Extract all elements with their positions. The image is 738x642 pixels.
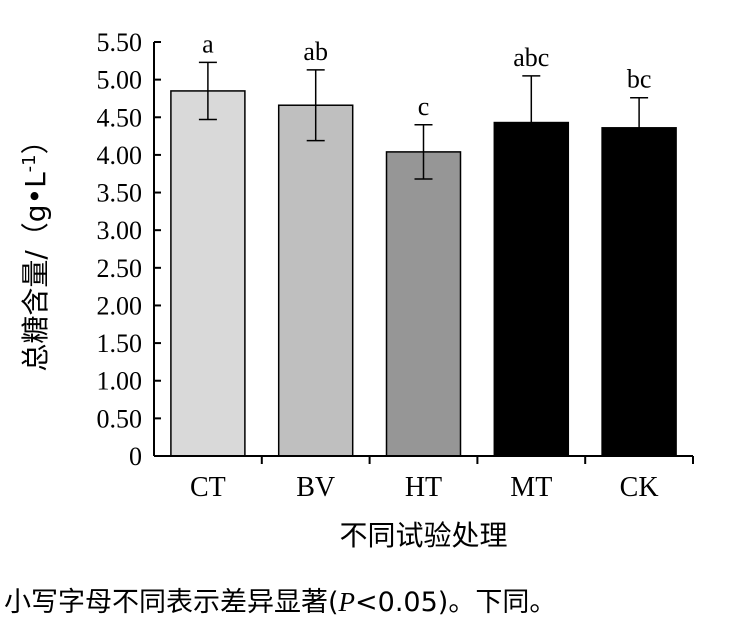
x-axis-categories: CT BV HT MT CK — [190, 456, 694, 503]
error-bars — [198, 61, 649, 180]
y-tick-label: 5.50 — [97, 28, 143, 57]
y-tick-label: 1.00 — [97, 367, 143, 396]
significance-letter-bv: ab — [303, 37, 328, 66]
y-axis-title-main: 总糖含量/（g•L — [19, 172, 52, 372]
footnote: 小写字母不同表示差异显著(P<0.05)。下同。 — [4, 580, 556, 619]
bar-ck — [601, 127, 677, 457]
x-category-label: HT — [405, 472, 442, 503]
y-tick-label: 5.00 — [97, 66, 143, 95]
y-axis-title-close: ） — [19, 126, 52, 154]
y-tick-label: 0 — [129, 442, 142, 471]
significance-letter-ht: c — [418, 92, 430, 121]
x-category-label: MT — [510, 472, 552, 503]
y-axis-ticks: 0 0.50 1.00 1.50 2.00 2.50 3.00 3.50 4.00 4.50 5.0… — [97, 28, 161, 471]
y-tick-label: 3.00 — [97, 216, 143, 245]
y-tick-label: 4.00 — [97, 141, 143, 170]
y-tick-label: 1.50 — [97, 329, 143, 358]
y-tick-label: 3.50 — [97, 179, 143, 208]
bars — [170, 90, 677, 457]
y-tick-label: 0.50 — [97, 404, 143, 433]
significance-letter-ck: bc — [627, 65, 652, 94]
footnote-p-symbol: P — [338, 587, 356, 617]
y-tick-label: 4.50 — [97, 103, 143, 132]
y-axis-title: 总糖含量/（g•L-1） — [19, 126, 53, 371]
x-category-label: BV — [296, 472, 335, 503]
significance-letter-ct: a — [202, 29, 214, 58]
significance-letter-mt: abc — [513, 43, 549, 72]
x-category-label: CT — [190, 472, 226, 503]
x-category-label: CK — [620, 472, 659, 503]
y-tick-label: 2.00 — [97, 291, 143, 320]
y-axis-title-superscript: -1 — [19, 154, 40, 172]
footnote-before: 小写字母不同表示差异显著( — [4, 587, 339, 618]
bar-bv — [277, 104, 354, 457]
bar-ct — [170, 90, 246, 457]
footnote-after: <0.05)。下同。 — [355, 587, 557, 618]
y-tick-label: 2.50 — [97, 254, 143, 283]
bar-chart: 0 0.50 1.00 1.50 2.00 2.50 3.00 3.50 4.00 4.50 5.0… — [19, 28, 694, 552]
bar-mt — [493, 121, 570, 457]
x-axis-title: 不同试验处理 — [339, 519, 507, 552]
bar-ht — [385, 151, 462, 457]
